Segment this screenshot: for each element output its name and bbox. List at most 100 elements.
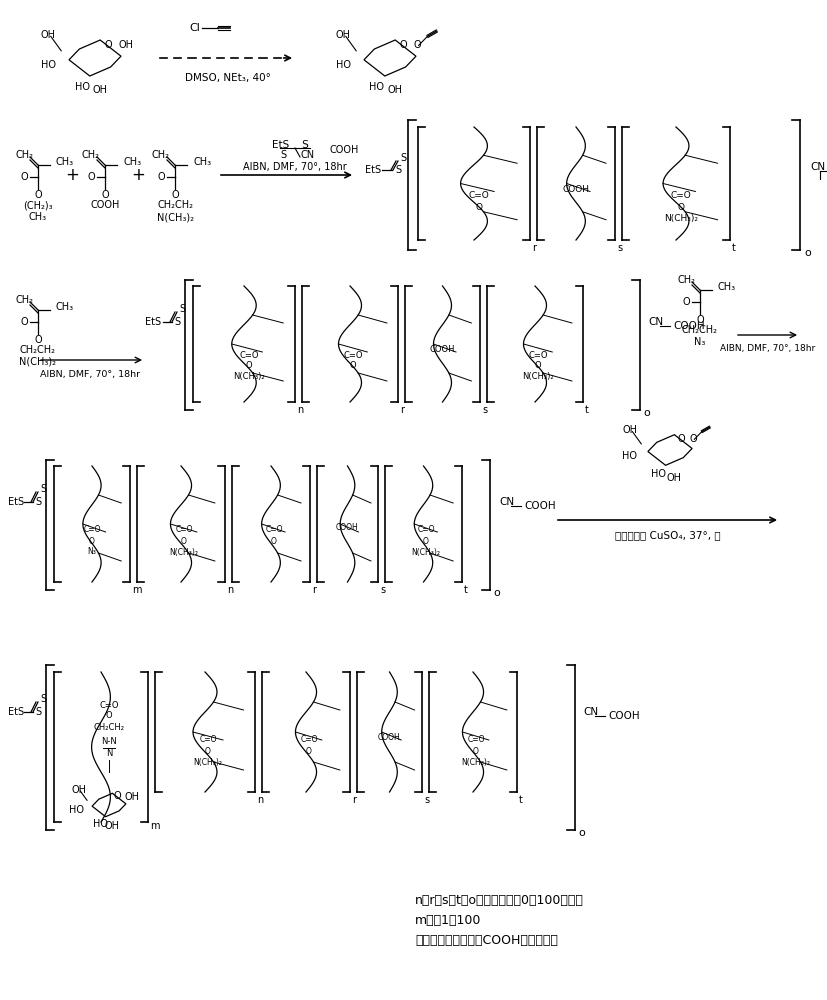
Text: O: O [677, 434, 685, 444]
Text: 循环蛋白靶向基序在COOH处的衍生化: 循环蛋白靶向基序在COOH处的衍生化 [415, 934, 558, 946]
Text: S: S [35, 707, 41, 717]
Text: O: O [690, 434, 697, 444]
Text: CH₂: CH₂ [15, 150, 33, 160]
Text: O: O [423, 536, 429, 546]
Text: (CH₂)₃: (CH₂)₃ [23, 200, 53, 210]
Text: COOH: COOH [90, 200, 120, 210]
Text: O: O [350, 361, 356, 370]
Text: O: O [171, 190, 179, 200]
Text: AIBN, DMF, 70°, 18hr: AIBN, DMF, 70°, 18hr [40, 369, 140, 378]
Text: s: s [424, 795, 429, 805]
Text: EtS: EtS [145, 317, 161, 327]
Text: O: O [205, 746, 211, 756]
Text: m选自1至100: m选自1至100 [415, 914, 481, 926]
Text: OH: OH [71, 785, 86, 795]
Text: Cl: Cl [189, 23, 200, 33]
Text: N(CH₃)₂: N(CH₃)₂ [522, 372, 554, 381]
Text: m: m [150, 821, 160, 831]
Text: OH: OH [124, 792, 139, 802]
Text: COOH: COOH [378, 734, 400, 742]
Text: N(CH₃)₂: N(CH₃)₂ [664, 215, 698, 224]
Text: COOH: COOH [608, 711, 639, 721]
Text: O: O [677, 202, 685, 212]
Text: C=O: C=O [99, 700, 119, 710]
Text: O: O [414, 40, 421, 50]
Text: S: S [35, 497, 41, 507]
Text: CN: CN [648, 317, 663, 327]
Text: N(CH₃)₂: N(CH₃)₂ [170, 548, 198, 556]
Text: O: O [89, 536, 95, 546]
Text: s: s [380, 585, 385, 595]
Text: HO: HO [41, 60, 56, 70]
Text: AIBN, DMF, 70°, 18hr: AIBN, DMF, 70°, 18hr [720, 344, 815, 353]
Text: CH₂: CH₂ [152, 150, 170, 160]
Text: EtS: EtS [8, 497, 24, 507]
Text: CH₂CH₂: CH₂CH₂ [93, 724, 125, 732]
Text: HO: HO [93, 819, 108, 829]
Text: O: O [20, 172, 28, 182]
Text: CN: CN [499, 497, 514, 507]
Text: O: O [104, 39, 112, 49]
Text: OH: OH [105, 821, 120, 831]
Text: CH₃: CH₃ [29, 212, 47, 222]
Text: CH₂: CH₂ [15, 295, 33, 305]
Text: O: O [157, 172, 165, 182]
Text: O: O [20, 317, 28, 327]
Text: HO: HO [622, 451, 637, 461]
Text: t: t [519, 795, 523, 805]
Text: t: t [464, 585, 468, 595]
Text: S: S [280, 150, 286, 160]
Text: HO: HO [652, 469, 667, 479]
Text: OH: OH [118, 40, 133, 50]
Text: n: n [227, 585, 233, 595]
Text: N(CH₃)₂: N(CH₃)₂ [20, 357, 56, 367]
Text: N(CH₃)₂: N(CH₃)₂ [412, 548, 441, 556]
Text: 抗坏血酸钠 CuSO₄, 37°, 水: 抗坏血酸钠 CuSO₄, 37°, 水 [615, 530, 721, 540]
Text: DMSO, NEt₃, 40°: DMSO, NEt₃, 40° [185, 73, 271, 83]
Text: o: o [493, 588, 500, 598]
Text: CH₃: CH₃ [718, 282, 736, 292]
Text: AIBN, DMF, 70°, 18hr: AIBN, DMF, 70°, 18hr [243, 162, 347, 172]
Text: COOH: COOH [562, 186, 590, 194]
Text: C=O: C=O [175, 526, 193, 534]
Text: t: t [585, 405, 589, 415]
Text: N(CH₃)₂: N(CH₃)₂ [156, 212, 194, 222]
Text: O: O [306, 746, 312, 756]
Text: C=O: C=O [343, 351, 363, 360]
Text: CN: CN [810, 162, 825, 172]
Text: n: n [257, 795, 263, 805]
Text: HO: HO [69, 805, 84, 815]
Text: r: r [352, 795, 356, 805]
Text: N: N [106, 750, 112, 758]
Text: OH: OH [336, 30, 351, 40]
Text: CH₃: CH₃ [56, 157, 74, 167]
Text: O: O [34, 335, 42, 345]
Text: CH₃: CH₃ [56, 302, 74, 312]
Text: EtS: EtS [365, 165, 381, 175]
Text: S: S [395, 165, 401, 175]
Text: OH: OH [623, 425, 638, 435]
Text: OH: OH [41, 30, 55, 40]
Text: EtS    S: EtS S [271, 140, 308, 150]
Text: n、r、s、t、o是独立地选自0至100的整数: n、r、s、t、o是独立地选自0至100的整数 [415, 894, 584, 906]
Text: O: O [181, 536, 187, 546]
Text: CH₃: CH₃ [123, 157, 141, 167]
Text: S: S [400, 153, 406, 163]
Text: C=O: C=O [265, 526, 283, 534]
Text: r: r [400, 405, 404, 415]
Text: O: O [271, 536, 277, 546]
Text: N₃: N₃ [695, 337, 705, 347]
Text: O: O [87, 172, 95, 182]
Text: C=O: C=O [528, 351, 547, 360]
Text: o: o [804, 248, 810, 258]
Text: N(CH₃)₂: N(CH₃)₂ [194, 758, 222, 766]
Text: HO: HO [336, 60, 351, 70]
Text: CH₂CH₂: CH₂CH₂ [20, 345, 56, 355]
Text: C=O: C=O [671, 190, 691, 200]
Text: S: S [40, 694, 46, 704]
Text: CH₂: CH₂ [677, 275, 695, 285]
Text: C=O: C=O [239, 351, 259, 360]
Text: O: O [473, 746, 479, 756]
Text: O: O [399, 39, 407, 49]
Text: O: O [535, 361, 542, 370]
